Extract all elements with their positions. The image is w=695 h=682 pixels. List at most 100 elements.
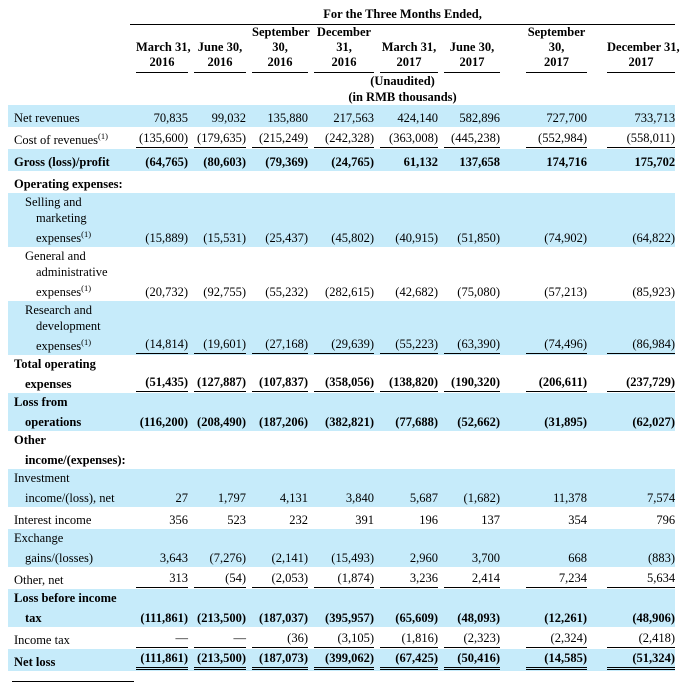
row-label-cell: Interest income: [8, 507, 130, 529]
cell-jun-2016: —: [188, 627, 246, 649]
cell-mar-2016: (111,861): [130, 589, 188, 627]
cell-dec-2016: 3,840: [308, 469, 374, 507]
column-header-mar-2016: March 31, 2016: [130, 25, 191, 73]
cell-value: (54): [194, 570, 246, 588]
cell-jun-2017: 2,414: [438, 567, 500, 589]
cell-jun-2016: 1,797: [188, 469, 246, 507]
row-label-cell: Exchange gains/(losses): [8, 529, 130, 567]
cell-jun-2017: [438, 171, 500, 193]
cell-mar-2016: 313: [130, 567, 188, 589]
cell-value: (74,902): [544, 231, 587, 245]
cell-dec-2016: (282,615): [308, 247, 374, 301]
cell-jun-2016: (15,531): [188, 193, 246, 247]
cell-value: (2,324): [526, 630, 587, 648]
cell-value: (15,889): [145, 231, 188, 245]
cell-mar-2016: (116,200): [130, 393, 188, 431]
cell-dec-2017: 7,574: [587, 469, 675, 507]
cell-value: (242,328): [314, 130, 374, 148]
cell-value: (48,093): [457, 611, 500, 625]
footnote-ref: (1): [98, 131, 108, 141]
cell-mar-2017: (77,688): [374, 393, 438, 431]
cell-mar-2017: 2,960: [374, 529, 438, 567]
cell-value: (111,861): [136, 650, 188, 670]
cell-value: (399,062): [314, 650, 374, 670]
cell-value: (42,682): [395, 285, 438, 299]
cell-value: (2,418): [607, 630, 676, 648]
cell-value: 391: [355, 513, 374, 527]
cell-jun-2017: 3,700: [438, 529, 500, 567]
cell-sep-2016: (55,232): [246, 247, 308, 301]
cell-value: 27: [175, 491, 189, 505]
cell-jun-2016: 99,032: [188, 105, 246, 127]
cell-value: (40,915): [395, 231, 438, 245]
cell-value: 61,132: [403, 155, 438, 169]
cell-mar-2016: 27: [130, 469, 189, 507]
cell-mar-2016: 70,835: [130, 105, 188, 127]
cell-value: (445,238): [444, 130, 500, 148]
table-row: Net loss (111,861) (213,500) (187,073) (…: [8, 649, 676, 671]
cell-value: 196: [419, 513, 438, 527]
cell-jun-2017: (50,416): [438, 649, 500, 671]
cell-jun-2017: 137: [438, 507, 500, 529]
cell-sep-2017: (14,585): [500, 649, 587, 671]
cell-value: (358,056): [314, 374, 374, 392]
table-row: Total operating expenses (51,435) (127,8…: [8, 355, 676, 393]
cell-value: (48,906): [632, 611, 676, 625]
cell-sep-2017: 668: [500, 529, 587, 567]
table-row: Loss from operations (116,200) (208,490)…: [8, 393, 676, 431]
cell-mar-2017: (363,008): [374, 127, 438, 149]
row-label: Total operating expenses: [14, 357, 96, 391]
table-caption: For the Three Months Ended,: [130, 6, 676, 25]
table-row: Exchange gains/(losses) 3,643 (7,276) (2…: [8, 529, 676, 567]
row-label: Net loss: [14, 655, 56, 669]
table-row: Gross (loss)/profit (64,765) (80,603) (7…: [8, 149, 676, 171]
row-label-cell: General and administrative expenses(1): [8, 247, 130, 301]
cell-mar-2017: [374, 171, 438, 193]
cell-value: (20,732): [145, 285, 188, 299]
row-label-cell: Income tax: [8, 627, 130, 649]
cell-dec-2016: (45,802): [308, 193, 374, 247]
cell-dec-2016: (3,105): [308, 627, 374, 649]
cell-value: (80,603): [203, 155, 246, 169]
column-header-jun-2017: June 30, 2017: [438, 25, 500, 73]
cell-value: (3,105): [314, 630, 374, 648]
column-header-sep-2017: September 30, 2017: [500, 25, 587, 73]
column-header-mar-2017: March 31, 2017: [374, 25, 438, 73]
label-column-spacer: [8, 25, 130, 74]
cell-dec-2017: (237,729): [587, 355, 676, 393]
cell-value: (55,223): [380, 336, 438, 354]
cell-value: (208,490): [197, 415, 246, 429]
cell-value: (67,425): [380, 650, 438, 670]
cell-value: (12,261): [544, 611, 587, 625]
row-label: Loss before income tax: [14, 591, 117, 625]
cell-value: (2,141): [271, 551, 308, 565]
cell-value: 137: [481, 513, 500, 527]
table-row: Operating expenses:: [8, 171, 675, 193]
cell-mar-2016: —: [130, 627, 188, 649]
cell-value: (55,232): [265, 285, 308, 299]
cell-dec-2016: (382,821): [308, 393, 374, 431]
table-row: Net revenues 70,835 99,032 135,880 217,5…: [8, 105, 676, 127]
cell-jun-2016: 523: [188, 507, 246, 529]
cell-value: 3,700: [471, 551, 500, 565]
footnote-ref: (1): [81, 337, 92, 347]
cell-value: 582,896: [459, 111, 500, 125]
cell-value: 3,236: [380, 570, 438, 588]
table-row: Cost of revenues(1) (135,600) (179,635) …: [8, 127, 676, 149]
cell-value: (77,688): [395, 415, 438, 429]
cell-sep-2016: (27,168): [246, 301, 308, 355]
cell-value: 137,658: [459, 155, 500, 169]
cell-dec-2016: (358,056): [308, 355, 374, 393]
row-label: Other, net: [14, 573, 64, 587]
cell-value: (382,821): [325, 415, 374, 429]
cell-value: (1,682): [463, 491, 500, 505]
cell-jun-2016: (80,603): [188, 149, 246, 171]
column-header-dec-2016: December 31, 2016: [308, 25, 374, 73]
cell-dec-2017: (64,822): [587, 193, 675, 247]
cell-sep-2016: (107,837): [246, 355, 308, 393]
cell-dec-2016: (24,765): [308, 149, 374, 171]
cell-value: (213,500): [194, 650, 246, 670]
cell-value: 7,574: [646, 491, 676, 505]
cell-value: (116,200): [139, 415, 188, 429]
